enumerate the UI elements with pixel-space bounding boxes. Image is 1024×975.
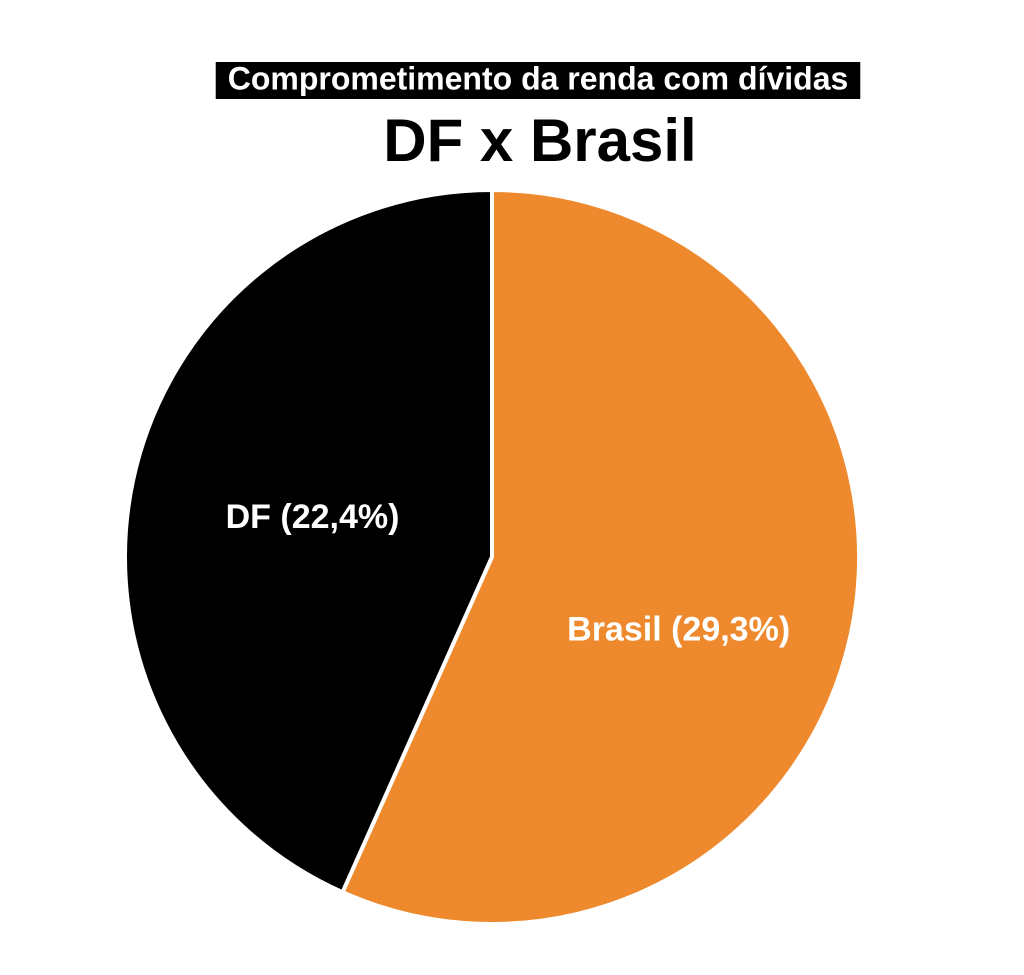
slice-value-label: (29,3%) <box>671 611 790 649</box>
slice-category: Brasil <box>567 611 662 649</box>
chart-title: Comprometimento da renda com dívidas <box>228 60 849 96</box>
slice-label: Brasil (29,3%) <box>567 611 790 649</box>
pie: DF (22,4%) Brasil (29,3%) <box>123 188 861 926</box>
slice-label: DF (22,4%) <box>226 498 400 536</box>
slice-value-label: (22,4%) <box>280 498 399 536</box>
title-background <box>215 62 861 99</box>
pie-slice <box>340 188 861 926</box>
chart-subtitle: DF x Brasil <box>383 107 696 174</box>
slice-category: DF <box>226 498 271 536</box>
pie-slice <box>123 188 494 895</box>
